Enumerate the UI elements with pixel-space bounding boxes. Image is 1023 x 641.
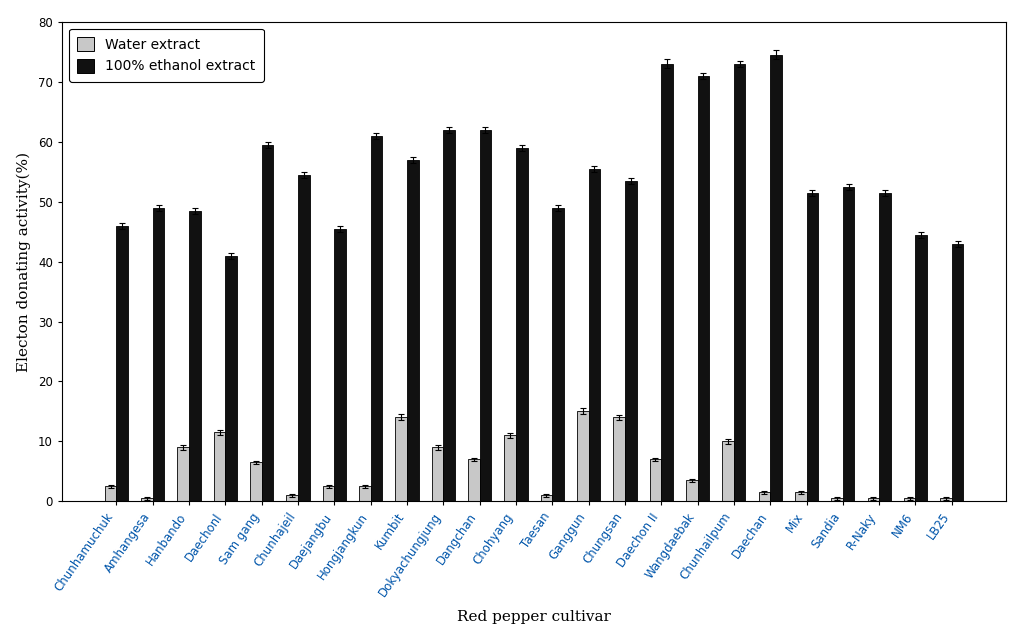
Bar xyxy=(359,487,370,501)
Bar xyxy=(552,208,564,501)
Bar xyxy=(940,499,951,501)
Bar xyxy=(722,442,733,501)
Bar xyxy=(625,181,636,501)
Bar xyxy=(152,208,165,501)
Bar xyxy=(795,492,806,501)
Bar xyxy=(843,187,854,501)
Bar xyxy=(770,54,782,501)
Bar xyxy=(650,460,661,501)
Bar xyxy=(516,147,528,501)
Bar xyxy=(951,244,964,501)
Bar xyxy=(916,235,927,501)
Bar xyxy=(262,145,273,501)
Bar xyxy=(214,433,225,501)
Bar xyxy=(322,487,335,501)
Bar xyxy=(225,256,237,501)
Bar xyxy=(443,129,455,501)
Bar xyxy=(335,229,346,501)
Bar xyxy=(614,417,625,501)
Bar xyxy=(141,499,152,501)
Bar xyxy=(189,211,201,501)
Bar xyxy=(541,495,552,501)
Bar xyxy=(286,495,298,501)
Bar xyxy=(904,499,916,501)
Bar xyxy=(661,63,673,501)
Bar xyxy=(250,462,262,501)
Bar xyxy=(104,487,117,501)
Bar xyxy=(588,169,601,501)
Bar xyxy=(686,481,698,501)
X-axis label: Red pepper cultivar: Red pepper cultivar xyxy=(457,610,611,624)
Bar xyxy=(879,192,891,501)
Y-axis label: Electon donating activity(%): Electon donating activity(%) xyxy=(16,151,31,372)
Bar xyxy=(698,76,709,501)
Bar xyxy=(832,499,843,501)
Bar xyxy=(407,160,418,501)
Bar xyxy=(480,129,491,501)
Legend: Water extract, 100% ethanol extract: Water extract, 100% ethanol extract xyxy=(69,29,264,82)
Bar xyxy=(868,499,879,501)
Bar xyxy=(733,63,746,501)
Bar xyxy=(577,412,588,501)
Bar xyxy=(395,417,407,501)
Bar xyxy=(504,435,516,501)
Bar xyxy=(759,492,770,501)
Bar xyxy=(432,447,443,501)
Bar xyxy=(177,447,189,501)
Bar xyxy=(298,174,310,501)
Bar xyxy=(468,460,480,501)
Bar xyxy=(117,226,128,501)
Bar xyxy=(806,192,818,501)
Bar xyxy=(370,136,383,501)
